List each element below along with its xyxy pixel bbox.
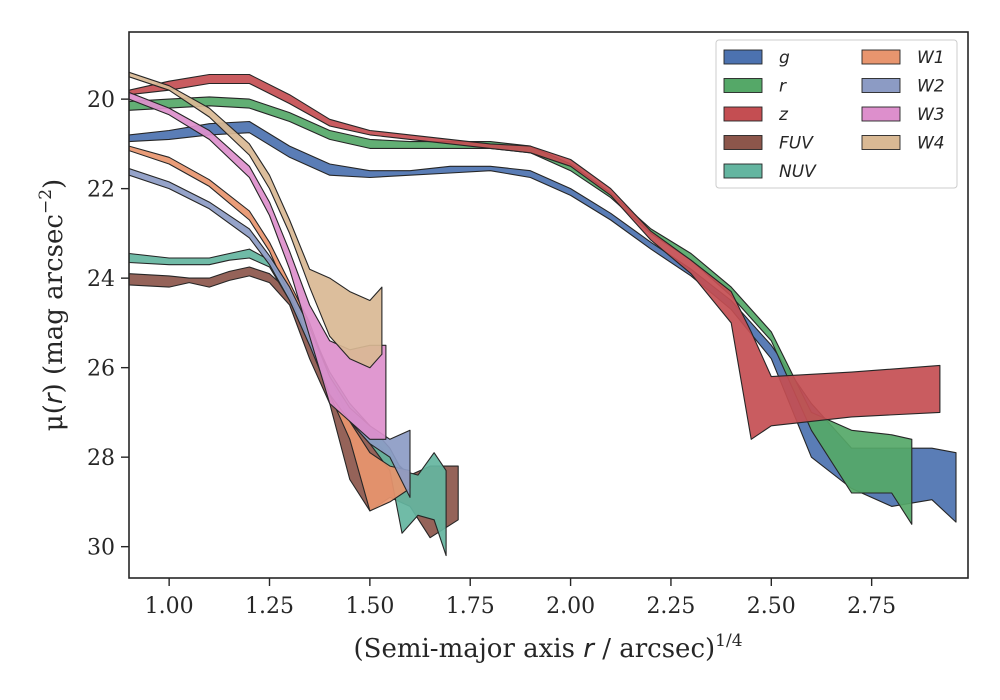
y-tick-label: 30 [87,536,115,561]
x-tick-label: 1.50 [345,594,394,619]
y-axis-ticks: 20 22 24 26 28 30 [87,88,129,561]
series-band-z [129,73,941,440]
y-tick-label: 26 [87,357,115,382]
legend-label-w1: W1 [917,48,945,68]
series-band-w4 [129,71,383,369]
legend: grz FUV NUV W1 W2 W3 W4 [715,39,958,189]
legend-label-nuv: NUV [779,162,817,182]
y-tick-label: 28 [87,446,115,471]
x-tick-label: 2.75 [847,594,896,619]
x-tick-label: 2.00 [546,594,595,619]
series-band-r [129,96,913,525]
x-axis-ticks: 1.00 1.25 1.50 1.75 2.00 2.25 2.50 2.75 [145,578,896,619]
legend-box [715,39,958,189]
x-tick-label: 1.00 [145,594,194,619]
legend-swatch-w3 [861,106,901,122]
legend-swatch-w2 [861,78,901,93]
legend-swatch-r [723,78,763,93]
legend-swatch-w4 [861,135,901,150]
series-band-w2 [129,167,411,498]
legend-label-w3: W3 [917,105,945,125]
x-tick-label: 1.75 [446,594,495,619]
x-tick-label: 1.25 [245,594,294,619]
legend-swatch-z [723,106,763,122]
legend-label-r: r [779,77,787,97]
legend-swatch-w1 [861,49,901,65]
legend-label-w4: W4 [917,134,945,154]
x-tick-label: 2.25 [646,594,695,619]
plot-frame [128,31,969,579]
plot-areas [129,71,957,557]
y-tick-label: 20 [87,88,115,113]
x-tick-label: 2.50 [747,594,796,619]
series-band-w3 [129,91,387,440]
legend-label-fuv: FUV [779,134,814,154]
y-tick-label: 24 [87,267,115,292]
x-axis-title: (Semi-major axis r / arcsec)1/4 [353,631,742,664]
legend-swatch-fuv [723,135,763,150]
legend-label-z: z [778,105,789,125]
legend-label-g: g [779,48,790,68]
legend-swatch-nuv [723,163,763,179]
y-tick-label: 22 [87,178,115,203]
legend-swatch-g [723,49,763,65]
y-axis-title: μ(r) (mag arcsec−2) [36,179,69,431]
legend-label-w2: W2 [917,77,945,97]
